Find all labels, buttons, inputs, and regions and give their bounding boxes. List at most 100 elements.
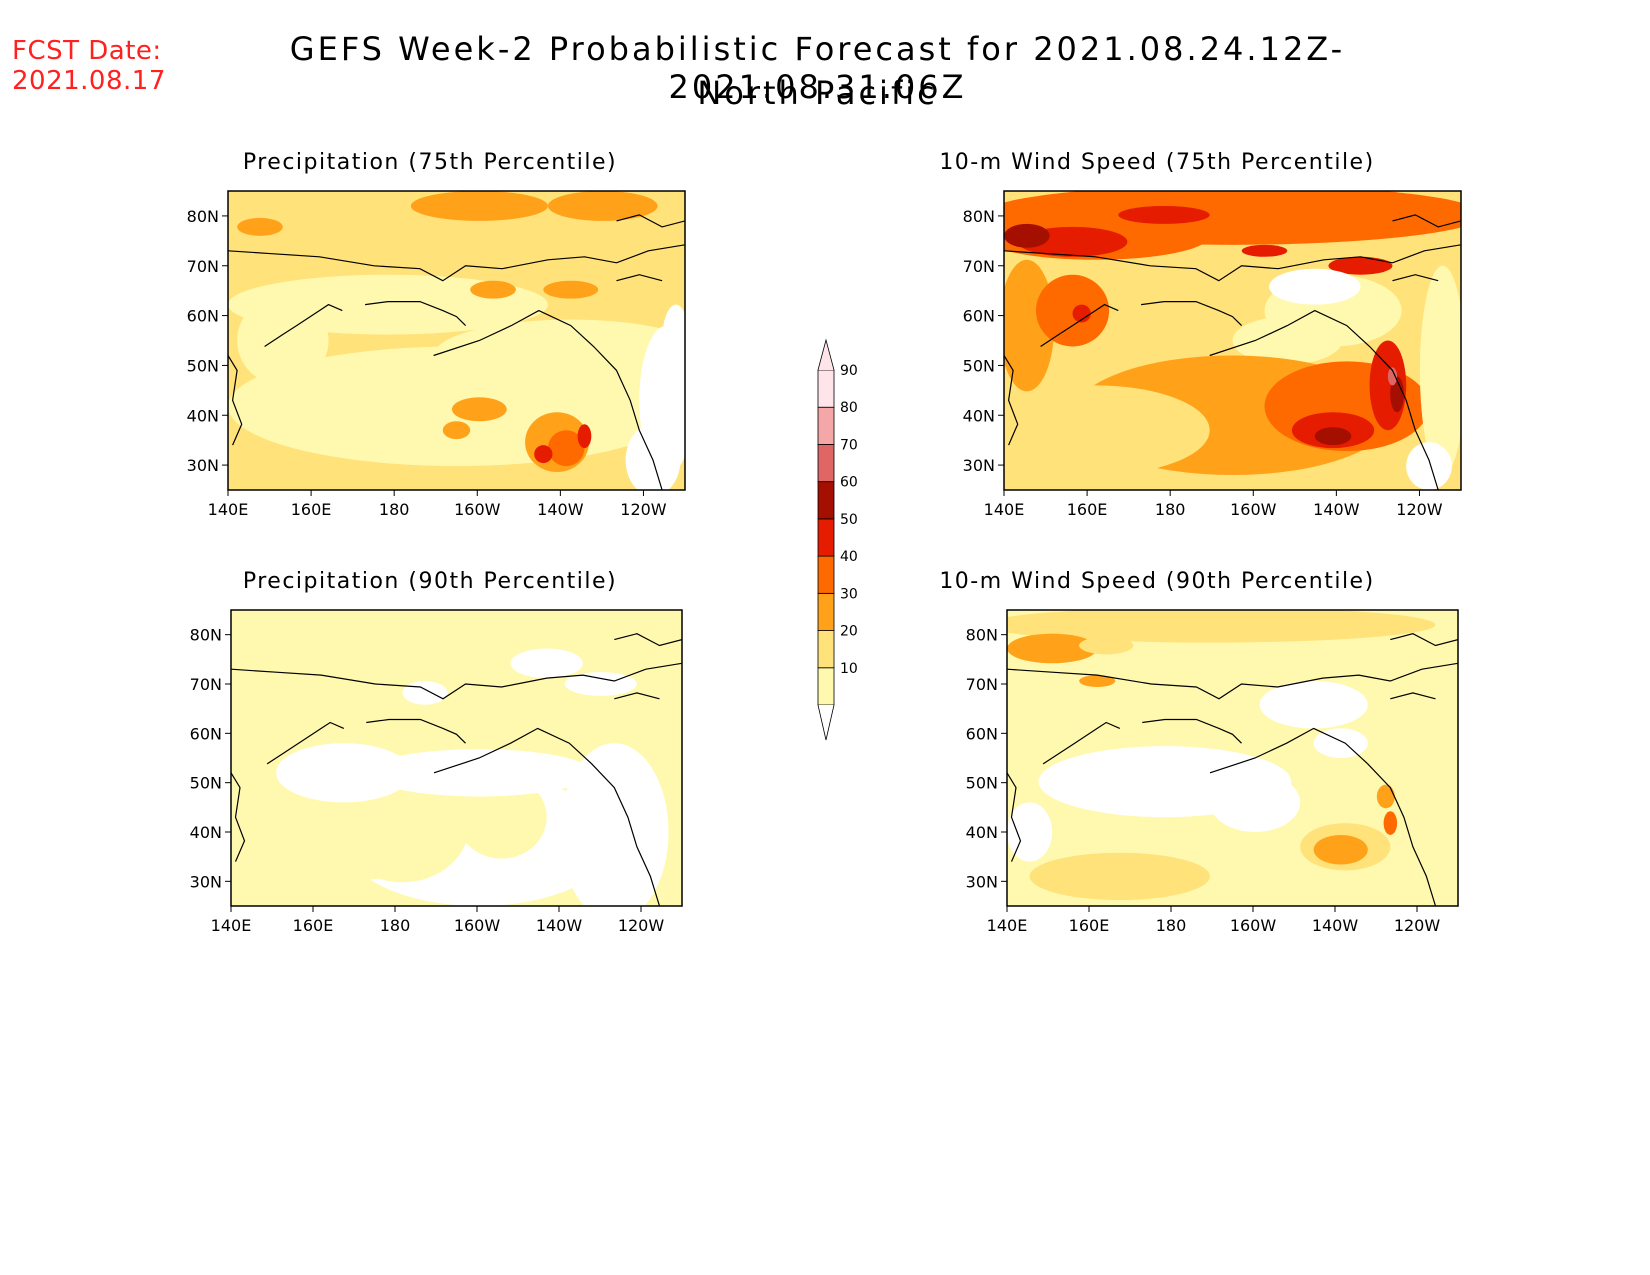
lon-tick-label: 160W: [1230, 916, 1277, 935]
field-patch: [1004, 385, 1210, 476]
coastline: [231, 772, 246, 862]
colorbar-label: 40: [840, 549, 858, 565]
field-patch: [366, 749, 592, 797]
map-frame: [227, 190, 686, 491]
coastline: [1390, 692, 1436, 700]
lat-tick-label: 60N: [190, 724, 222, 743]
field-patch: [577, 424, 592, 449]
field-patch: [547, 430, 585, 467]
colorbar-swatch: [817, 518, 835, 557]
coastline: [1040, 303, 1119, 348]
colorbar-swatch: [817, 406, 835, 445]
colorbar-label: 60: [840, 475, 858, 491]
lon-tick-label: 180: [380, 916, 411, 935]
field-patch: [543, 280, 599, 299]
shaded-field: [231, 610, 682, 906]
coastline: [228, 355, 243, 446]
shaded-field: [228, 191, 685, 490]
lat-tick-label: 80N: [966, 626, 998, 645]
field-patch: [1383, 811, 1398, 835]
forecast-date-label: FCST Date:: [12, 36, 162, 66]
colorbar-swatch: [817, 481, 835, 520]
panel-title-precip-75: Precipitation (75th Percentile): [242, 150, 618, 175]
lon-tick-label: 140E: [208, 500, 249, 519]
coastline: [1392, 274, 1439, 282]
coastline: [433, 727, 661, 906]
field-patch: [1079, 636, 1134, 655]
map-frame: [1003, 190, 1462, 491]
coastline: [1007, 662, 1458, 700]
map-frame: [230, 609, 683, 907]
coastline: [1007, 772, 1022, 862]
colorbar-label: 30: [840, 586, 858, 602]
colorbar-bottom-cap: [817, 704, 835, 741]
lon-tick-label: 120W: [620, 500, 667, 519]
main-title: GEFS Week-2 Probabilistic Forecast for 2…: [289, 30, 1346, 106]
lat-tick-label: 40N: [966, 823, 998, 842]
colorbar-swatch: [817, 444, 835, 483]
lon-tick-label: 180: [1155, 500, 1186, 519]
coastline: [365, 301, 467, 327]
coastline: [1004, 244, 1461, 282]
field-patch: [1007, 633, 1098, 664]
colorbar-label: 90: [840, 363, 858, 379]
field-patch: [662, 304, 685, 377]
lon-tick-label: 160E: [1069, 916, 1110, 935]
colorbar-top-cap: [817, 338, 835, 371]
field-patch: [1035, 274, 1110, 347]
lat-tick-label: 70N: [190, 675, 222, 694]
panel-title-wind-90: 10-m Wind Speed (90th Percentile): [939, 569, 1375, 594]
lat-tick-label: 30N: [190, 872, 222, 891]
field-patch: [1072, 304, 1091, 323]
coastline: [228, 244, 685, 282]
field-patch: [1118, 205, 1210, 224]
lat-tick-label: 50N: [963, 356, 995, 375]
lon-tick-label: 120W: [618, 916, 665, 935]
field-patch: [402, 681, 448, 705]
coastline: [1042, 721, 1121, 765]
field-patch: [1390, 376, 1404, 413]
forecast-date-block: FCST Date: 2021.08.17: [12, 36, 166, 96]
lon-tick-label: 140E: [984, 500, 1025, 519]
panel-title-precip-90: Precipitation (90th Percentile): [242, 569, 618, 594]
colorbar-label: 80: [840, 400, 858, 416]
colorbar-swatch: [817, 592, 835, 631]
colorbar: 10 20 30 40 50 60 70 80 90: [817, 338, 858, 741]
map-panel-wind-75: 140E 160E 180 160W 140W 120W 80N 70N 60N 50N 40N 30…: [963, 190, 1462, 519]
field-patch: [1406, 442, 1452, 490]
coastline: [614, 633, 682, 647]
coastline: [1004, 355, 1019, 446]
shaded-field: [1007, 610, 1458, 906]
colorbar-swatch: [817, 369, 835, 408]
field-patch: [560, 743, 669, 906]
coastline: [266, 721, 345, 765]
field-patch: [1007, 802, 1053, 862]
lat-tick-label: 80N: [190, 626, 222, 645]
coastline: [1392, 214, 1461, 228]
field-patch: [321, 843, 412, 880]
field-patch: [1232, 316, 1343, 365]
colorbar-swatch: [817, 667, 835, 706]
colorbar-label: 50: [840, 512, 858, 528]
lat-tick-label: 30N: [187, 456, 219, 475]
field-patch: [564, 672, 637, 696]
lon-tick-label: 140W: [1313, 500, 1360, 519]
colorbar-label: 70: [840, 437, 858, 453]
coastline: [1141, 301, 1243, 327]
shaded-field: [1004, 191, 1461, 490]
field-patch: [1376, 784, 1395, 809]
field-patch: [1399, 639, 1454, 818]
field-patch: [1328, 256, 1393, 275]
coastline: [366, 718, 466, 744]
coastline: [614, 692, 660, 700]
lat-tick-label: 70N: [966, 675, 998, 694]
lon-tick-label: 120W: [1396, 500, 1443, 519]
lat-tick-label: 80N: [963, 207, 995, 226]
forecast-date-value: 2021.08.17: [12, 66, 166, 96]
lon-tick-label: 160W: [1230, 500, 1277, 519]
lat-tick-label: 40N: [963, 406, 995, 425]
coastline: [231, 662, 682, 700]
lat-tick-label: 70N: [187, 257, 219, 276]
lat-tick-label: 50N: [187, 356, 219, 375]
